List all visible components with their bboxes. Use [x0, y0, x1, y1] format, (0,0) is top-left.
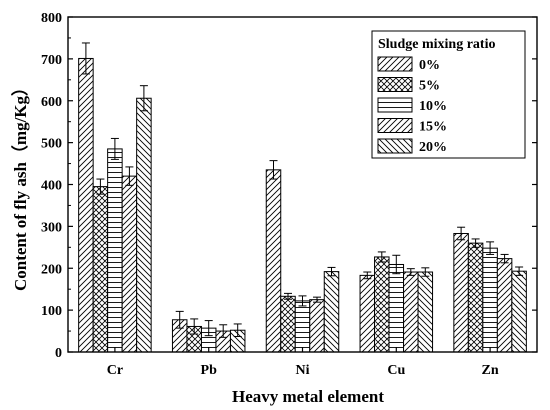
bar-cu-5pct	[374, 256, 390, 353]
bar-ni-20pct	[323, 271, 340, 353]
bar-ni-5pct	[280, 295, 296, 353]
bar-cr-20pct	[136, 97, 152, 353]
legend-item: 10%	[377, 97, 447, 114]
x-axis-title: Heavy metal element	[232, 387, 384, 406]
legend-swatch	[377, 97, 413, 113]
bar-zn-5pct	[467, 242, 484, 353]
legend-item: 15%	[377, 118, 447, 135]
bar-cr-5pct	[92, 186, 109, 353]
error-bar	[486, 241, 495, 255]
error-bar	[233, 323, 242, 338]
error-bar	[139, 85, 148, 112]
legend-swatch	[377, 118, 413, 133]
y-tick-label: 800	[41, 11, 62, 26]
bar-cr-15pct	[121, 175, 138, 353]
bar-cu-20pct	[417, 271, 434, 353]
bar-cr-10pct	[107, 148, 123, 353]
error-bar	[96, 178, 105, 195]
legend-item: 0%	[377, 56, 440, 73]
legend-box	[371, 30, 526, 159]
y-tick-label: 500	[41, 137, 62, 152]
error-bar	[421, 267, 430, 277]
error-bar	[284, 292, 292, 300]
bar-ni-0pct	[265, 169, 282, 353]
legend: Sludge mixing ratio 0% 5% 10% 15% 20%	[371, 30, 526, 159]
error-bar	[190, 318, 199, 335]
legend-label: 5%	[419, 79, 440, 94]
error-bars-layer	[81, 42, 524, 338]
x-tick-label: Pb	[201, 363, 218, 378]
y-tick-label: 600	[41, 95, 62, 110]
legend-swatch	[377, 138, 413, 154]
error-bar	[125, 166, 134, 186]
error-bar	[219, 324, 228, 338]
axes-layer: 0 100 200 300 400 500 600 700 800 Cr Pb Ni Cu Zn	[41, 11, 538, 378]
legend-label: 10%	[419, 99, 447, 114]
bar-cr-0pct	[78, 57, 94, 353]
error-bar	[406, 268, 415, 276]
error-bar	[363, 271, 372, 280]
error-bar	[377, 251, 386, 263]
bar-cu-0pct	[359, 274, 376, 353]
error-bar	[110, 137, 119, 160]
error-bar	[269, 160, 278, 180]
y-axis-title: Content of fly ash（mg/Kg）	[10, 79, 30, 291]
error-bar	[81, 42, 90, 75]
bar-ni-10pct	[294, 300, 311, 353]
legend-item: 5%	[377, 77, 440, 94]
error-bar	[392, 254, 401, 275]
x-tick-label: Cr	[107, 363, 123, 378]
error-bar	[457, 226, 466, 241]
error-bar	[313, 296, 321, 303]
legend-label: 0%	[419, 58, 440, 73]
legend-swatch	[377, 56, 413, 72]
bar-cu-15pct	[403, 271, 419, 353]
legend-item: 20%	[377, 138, 447, 155]
y-tick-label: 300	[41, 220, 62, 235]
y-tick-label: 0	[55, 346, 62, 361]
y-tick-label: 400	[41, 179, 62, 194]
y-tick-label: 700	[41, 53, 62, 68]
error-bar	[175, 310, 184, 329]
bar-zn-20pct	[511, 270, 527, 353]
error-bar	[471, 238, 480, 248]
legend-label: 20%	[419, 140, 447, 155]
error-bar	[327, 266, 336, 277]
error-bar	[298, 295, 307, 307]
bar-zn-0pct	[453, 232, 469, 353]
bar-zn-15pct	[496, 258, 513, 353]
bars-layer	[78, 57, 527, 353]
legend-items: 0% 5% 10% 15% 20%	[377, 56, 447, 155]
x-tick-label: Ni	[296, 363, 310, 378]
error-bar	[204, 320, 213, 337]
bar-zn-10pct	[482, 247, 498, 353]
x-tick-label: Zn	[482, 363, 499, 378]
legend-label: 15%	[419, 120, 447, 135]
bar-cu-10pct	[388, 263, 405, 353]
legend-title: Sludge mixing ratio	[378, 37, 495, 52]
legend-swatch	[377, 77, 413, 92]
y-tick-label: 100	[41, 304, 62, 319]
x-tick-label: Cu	[387, 363, 405, 378]
error-bar	[515, 266, 524, 276]
y-tick-label: 200	[41, 262, 62, 277]
error-bar	[500, 253, 509, 264]
bar-ni-15pct	[309, 299, 325, 353]
